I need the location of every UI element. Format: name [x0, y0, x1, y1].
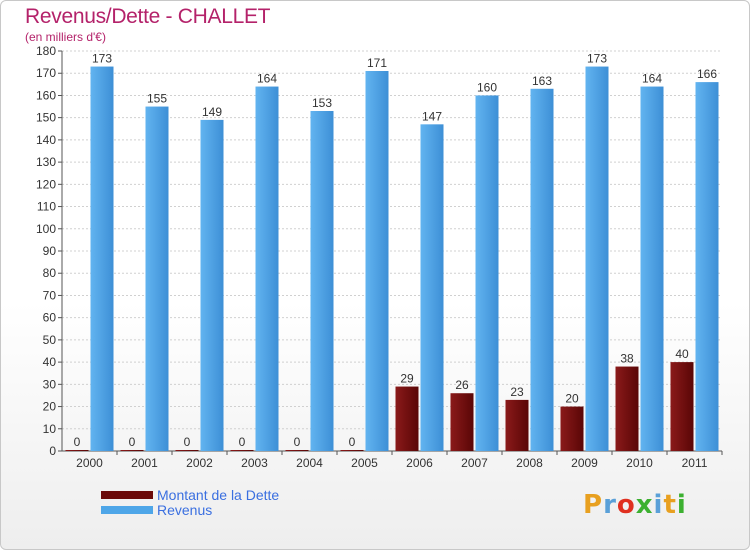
data-label-dette: 0: [129, 435, 136, 449]
bar-revenus: [585, 66, 609, 452]
x-tick-label: 2007: [461, 456, 488, 470]
bar-dette: [120, 450, 144, 451]
bar-dette: [670, 362, 694, 451]
y-tick-label: 40: [43, 355, 57, 369]
bar-dette: [505, 399, 529, 451]
data-label-revenus: 160: [477, 80, 497, 94]
x-tick-label: 2010: [626, 456, 653, 470]
y-tick-label: 120: [36, 177, 56, 191]
logo-letter: i: [653, 490, 664, 520]
y-tick-label: 180: [36, 44, 56, 58]
bar-dette: [65, 450, 89, 451]
y-tick-label: 10: [43, 422, 57, 436]
data-label-dette: 29: [400, 372, 414, 386]
data-label-revenus: 173: [92, 52, 112, 66]
y-tick-label: 60: [43, 311, 57, 325]
bar-dette: [560, 406, 584, 451]
logo-letter: o: [616, 490, 636, 520]
legend-swatch-dette: [101, 490, 153, 499]
data-label-revenus: 173: [587, 52, 607, 66]
proxiti-logo: Proxiti: [583, 490, 687, 520]
data-label-revenus: 166: [697, 67, 717, 81]
bar-dette: [340, 450, 364, 451]
data-label-revenus: 153: [312, 96, 332, 110]
y-tick-label: 110: [37, 200, 56, 214]
data-label-dette: 20: [565, 392, 579, 406]
bar-revenus: [255, 86, 279, 452]
logo-letter: x: [635, 490, 654, 520]
x-tick-label: 2011: [682, 456, 708, 470]
y-tick-label: 170: [36, 66, 56, 80]
legend-item-revenus: Revenus: [101, 501, 279, 518]
data-label-dette: 0: [239, 435, 246, 449]
legend-swatch-revenus: [101, 505, 153, 514]
x-tick-label: 2009: [571, 456, 598, 470]
bar-dette: [395, 386, 419, 451]
y-tick-label: 90: [43, 244, 57, 258]
bar-dette: [615, 366, 639, 451]
data-label-dette: 0: [74, 435, 81, 449]
data-label-dette: 40: [675, 347, 689, 361]
bar-revenus: [90, 66, 114, 452]
bar-revenus: [200, 119, 224, 451]
legend-label-revenus: Revenus: [157, 501, 213, 518]
y-tick-label: 30: [43, 377, 57, 391]
x-tick-label: 2005: [351, 456, 378, 470]
legend-label-dette: Montant de la Dette: [157, 486, 280, 503]
bar-revenus: [420, 124, 444, 451]
x-tick-label: 2003: [241, 456, 268, 470]
chart-subtitle: (en milliers d'€): [25, 30, 106, 44]
legend: Montant de la Dette Revenus: [101, 486, 280, 518]
y-tick-label: 50: [43, 333, 57, 347]
legend-item-dette: Montant de la Dette: [101, 486, 280, 503]
data-label-dette: 0: [349, 435, 356, 449]
bar-revenus: [145, 106, 169, 452]
y-tick-label: 150: [36, 111, 56, 125]
bar-revenus: [365, 71, 389, 451]
data-label-revenus: 171: [367, 56, 387, 70]
data-label-revenus: 164: [257, 72, 277, 86]
y-tick-label: 130: [36, 155, 56, 169]
x-tick-label: 2000: [76, 456, 103, 470]
x-tick-label: 2008: [516, 456, 543, 470]
logo-letter: P: [583, 490, 604, 520]
y-tick-label: 160: [36, 88, 56, 102]
x-tick-label: 2006: [406, 456, 433, 470]
logo-letter: t: [663, 490, 677, 520]
data-label-revenus: 147: [422, 109, 442, 123]
y-tick-label: 20: [43, 400, 57, 414]
data-label-dette: 0: [294, 435, 301, 449]
data-label-revenus: 164: [642, 72, 662, 86]
bar-dette: [450, 393, 474, 451]
x-tick-label: 2004: [296, 456, 323, 470]
data-label-dette: 26: [455, 378, 469, 392]
data-label-dette: 38: [620, 352, 634, 366]
bar-dette: [285, 450, 309, 451]
bar-revenus: [530, 88, 554, 452]
data-label-dette: 0: [184, 435, 191, 449]
bar-dette: [175, 450, 199, 451]
y-tick-label: 70: [43, 288, 57, 302]
bar-revenus: [475, 95, 499, 451]
bar-dette: [230, 450, 254, 451]
y-tick-label: 100: [36, 222, 56, 236]
bar-revenus: [695, 82, 719, 451]
y-tick-label: 80: [43, 266, 57, 280]
y-tick-label: 0: [49, 444, 56, 458]
bar-revenus: [310, 111, 334, 451]
data-label-dette: 23: [510, 385, 524, 399]
data-label-revenus: 163: [532, 74, 552, 88]
data-label-revenus: 149: [202, 105, 222, 119]
logo-letter: r: [603, 490, 617, 520]
x-tick-label: 2001: [131, 456, 158, 470]
logo-letter: i: [676, 490, 687, 520]
data-label-revenus: 155: [147, 92, 167, 106]
chart-title: Revenus/Dette - CHALLET: [25, 5, 271, 28]
bar-revenus: [640, 86, 664, 452]
x-tick-label: 2002: [186, 456, 213, 470]
y-tick-label: 140: [36, 133, 56, 147]
